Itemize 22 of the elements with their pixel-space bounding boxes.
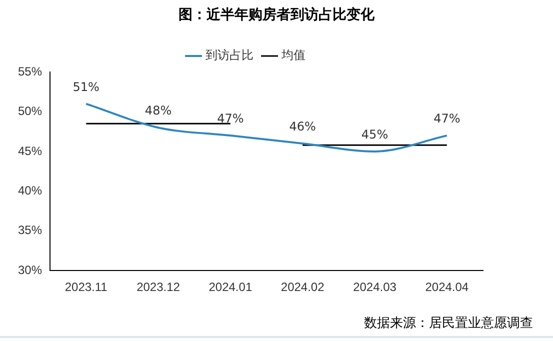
y-tick-label: 55%: [18, 64, 42, 78]
x-tick-label: 2024.02: [280, 280, 325, 294]
legend-label: 均值: [280, 48, 306, 62]
x-tick-label: 2024.01: [208, 280, 252, 294]
x-tick-label: 2023.12: [136, 280, 180, 294]
chart-title: 图：近半年购房者到访占比变化: [178, 6, 376, 24]
data-label: 51%: [72, 80, 100, 94]
data-label: 46%: [289, 120, 316, 134]
data-label: 47%: [434, 112, 460, 126]
x-tick-label: 2024.04: [425, 280, 469, 294]
data-label: 45%: [361, 128, 388, 142]
data-label: 47%: [217, 112, 244, 126]
x-tick-label: 2024.03: [353, 280, 397, 294]
x-tick-label: 2023.11: [64, 280, 108, 294]
legend-label: 到访占比: [206, 48, 254, 62]
source-note: 数据来源：居民置业意愿调查: [364, 315, 533, 332]
data-label: 48%: [144, 104, 172, 118]
y-tick-label: 45%: [18, 144, 42, 158]
y-tick-label: 40%: [18, 183, 42, 198]
y-tick-label: 30%: [18, 262, 42, 277]
y-tick-label: 50%: [18, 104, 42, 118]
y-tick-label: 35%: [18, 223, 42, 238]
